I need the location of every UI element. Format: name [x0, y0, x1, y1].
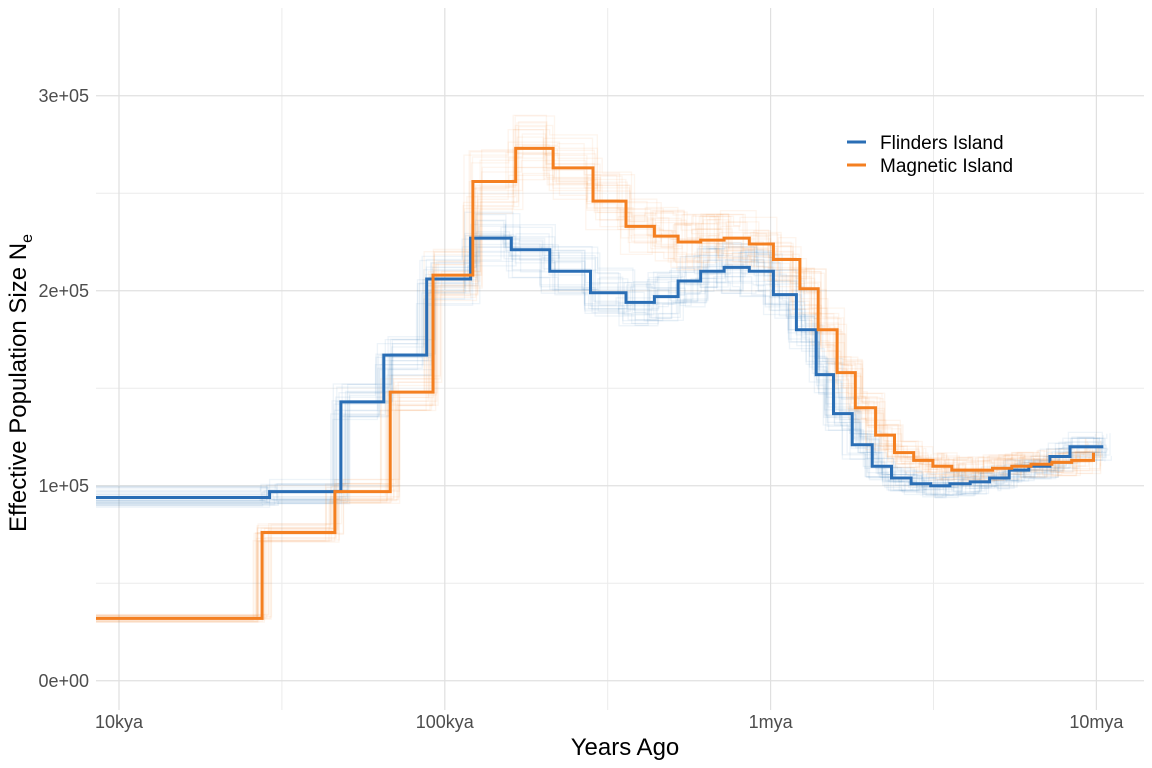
bootstrap-line-flinders-island: [96, 226, 1103, 502]
y-axis-title-subscript: e: [19, 234, 36, 243]
bootstrap-line-magnetic-island: [96, 114, 1086, 619]
bootstrap-line-flinders-island: [96, 231, 1097, 501]
bootstrap-line-magnetic-island: [96, 124, 1087, 621]
bootstrap-line-flinders-island: [96, 225, 1106, 507]
series-line-flinders-island: [96, 236, 1104, 499]
legend-label-magnetic-island: Magnetic Island: [880, 156, 1013, 177]
series-line-magnetic-island: [96, 146, 1095, 620]
bootstrap-line-magnetic-island: [96, 159, 1097, 623]
bootstrap-line-magnetic-island: [96, 128, 1102, 620]
y-tick-label: 1e+05: [38, 476, 89, 496]
bootstrap-line-magnetic-island: [96, 133, 1101, 623]
bootstrap-line-magnetic-island: [96, 121, 1085, 617]
bootstrap-line-flinders-island: [96, 211, 1101, 503]
legend-label-flinders-island: Flinders Island: [880, 133, 1004, 154]
bootstrap-line-flinders-island: [96, 213, 1095, 500]
x-tick-label: 1mya: [749, 712, 794, 732]
y-axis-ticks: 0e+00 1e+05 2e+05 3e+05: [38, 86, 89, 691]
bootstrap-line-flinders-island: [96, 220, 1104, 499]
bootstrap-line-flinders-island: [96, 224, 1107, 505]
y-tick-label: 0e+00: [38, 671, 89, 691]
bootstrap-line-flinders-island: [96, 234, 1104, 504]
bootstrap-line-magnetic-island: [96, 153, 1095, 617]
x-axis-ticks: 10kya 100kya 1mya 10mya: [95, 712, 1124, 732]
bootstrap-line-magnetic-island: [96, 137, 1090, 617]
bootstrap-line-flinders-island: [96, 236, 1111, 496]
bootstrap-line-flinders-island: [96, 212, 1102, 502]
series-lines: [96, 146, 1104, 620]
bootstrap-line-flinders-island: [96, 232, 1108, 501]
bootstrap-line-flinders-island: [96, 235, 1106, 502]
bootstrap-line-flinders-island: [96, 233, 1097, 504]
y-axis-title-main: Effective Population Size N: [5, 243, 32, 532]
y-axis-title: Effective Population Size Ne: [5, 234, 36, 532]
x-tick-label: 10kya: [95, 712, 144, 732]
bootstrap-line-magnetic-island: [96, 174, 1093, 616]
legend: Flinders Island Magnetic Island: [847, 133, 1013, 177]
y-tick-label: 3e+05: [38, 86, 89, 106]
grid: [96, 8, 1144, 710]
bootstrap-line-magnetic-island: [96, 129, 1091, 617]
bootstrap-line-magnetic-island: [96, 115, 1098, 619]
bootstrap-line-flinders-island: [96, 223, 1095, 502]
bootstrap-line-magnetic-island: [96, 152, 1103, 617]
bootstrap-line-magnetic-island: [96, 141, 1091, 622]
bootstrap-line-magnetic-island: [96, 142, 1102, 618]
x-tick-label: 100kya: [416, 712, 475, 732]
x-tick-label: 10mya: [1069, 712, 1124, 732]
bootstrap-line-flinders-island: [96, 219, 1100, 506]
bootstrap-line-magnetic-island: [96, 153, 1101, 622]
bootstrap-line-flinders-island: [96, 249, 1103, 499]
y-tick-label: 2e+05: [38, 281, 89, 301]
bootstrap-line-flinders-island: [96, 250, 1105, 492]
bootstrap-line-magnetic-island: [96, 147, 1099, 620]
x-axis-title: Years Ago: [571, 734, 680, 761]
bootstrap-line-magnetic-island: [96, 151, 1093, 620]
